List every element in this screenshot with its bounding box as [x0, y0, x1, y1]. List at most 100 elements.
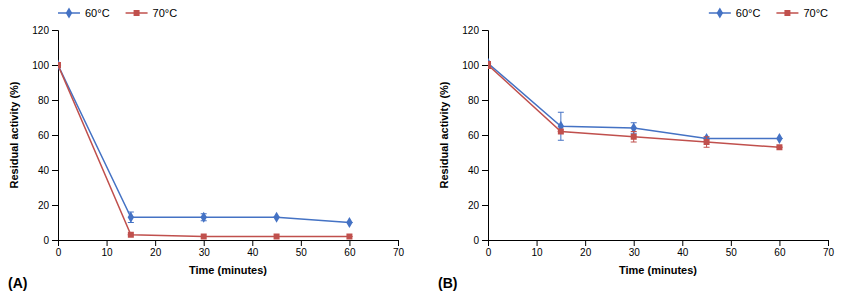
legend-item: 60°C	[709, 7, 761, 19]
axis-line	[482, 31, 489, 241]
panel: 010203040506070020406080100120Time (minu…	[438, 7, 834, 291]
legend: 60°C 70°C	[709, 7, 828, 19]
point	[631, 134, 637, 140]
tick: 0	[473, 235, 488, 246]
tick-mark	[779, 240, 780, 246]
tick: 0	[43, 235, 58, 246]
x-axis-title: Time (minutes)	[189, 264, 267, 276]
point	[274, 234, 280, 240]
tick-mark	[107, 240, 108, 246]
series-line	[58, 65, 349, 237]
tick-label: 120	[32, 25, 49, 36]
tick-mark	[482, 205, 488, 206]
tick-label: 60	[468, 130, 480, 141]
error-bar	[488, 62, 491, 69]
point	[558, 129, 564, 135]
legend-marker	[717, 7, 723, 18]
tick: 40	[247, 240, 259, 258]
point	[201, 234, 207, 240]
series-line	[488, 63, 779, 138]
x-axis: 010203040506070	[486, 240, 835, 258]
tick-label: 0	[473, 235, 479, 246]
tick: 40	[468, 165, 488, 176]
tick-label: 20	[38, 200, 50, 211]
tick-mark	[634, 240, 635, 246]
panel-label: (B)	[438, 275, 457, 291]
tick-mark	[52, 30, 58, 31]
tick: 70	[823, 240, 835, 258]
tick: 60	[38, 130, 58, 141]
tick-label: 120	[462, 25, 479, 36]
tick-label: 40	[468, 165, 480, 176]
legend: 60°C 70°C	[58, 7, 177, 19]
error-bar	[558, 112, 564, 140]
tick: 40	[38, 165, 58, 176]
y-axis: 0 20 40 60 80 100 120	[32, 25, 58, 246]
tick-mark	[398, 240, 399, 246]
point	[346, 217, 352, 228]
tick-label: 80	[38, 95, 50, 106]
series-line	[488, 65, 779, 147]
tick-label: 20	[150, 247, 162, 258]
tick: 60	[774, 240, 786, 258]
point	[273, 212, 279, 223]
tick: 80	[38, 95, 58, 106]
tick: 0	[56, 240, 62, 258]
tick-mark	[52, 205, 58, 206]
tick-mark	[252, 240, 253, 246]
tick-mark	[482, 30, 488, 31]
axis-line	[489, 241, 829, 247]
legend-marker	[66, 7, 72, 18]
tick: 20	[38, 200, 58, 211]
tick-label: 0	[486, 247, 492, 258]
point	[776, 133, 782, 144]
tick: 100	[32, 60, 58, 71]
point	[704, 139, 710, 145]
tick: 120	[462, 25, 488, 36]
tick-mark	[52, 240, 58, 241]
legend-label: 60°C	[85, 7, 110, 19]
series	[488, 58, 783, 144]
tick-mark	[155, 240, 156, 246]
legend-item: 70°C	[776, 7, 828, 19]
panel: 0 10 20 30 40 50 60 70 0 20 40 60 80 100 120 Time (minu…	[8, 7, 404, 291]
tick: 70	[393, 240, 405, 258]
tick-label: 30	[199, 247, 211, 258]
tick: 50	[726, 240, 738, 258]
tick-label: 70	[393, 247, 405, 258]
tick-label: 50	[296, 247, 308, 258]
error-bar	[631, 132, 637, 143]
tick-mark	[349, 240, 350, 246]
tick: 30	[199, 240, 211, 258]
point	[346, 234, 352, 240]
tick-label: 80	[468, 95, 480, 106]
tick-label: 40	[247, 247, 259, 258]
x-axis-title: Time (minutes)	[619, 264, 697, 276]
tick-label: 20	[468, 200, 480, 211]
series-line	[58, 65, 349, 223]
tick-label: 30	[629, 247, 641, 258]
y-axis-title: Residual activity (%)	[8, 81, 20, 188]
tick-label: 40	[38, 165, 50, 176]
legend-label: 70°C	[803, 7, 828, 19]
tick: 50	[296, 240, 308, 258]
tick-mark	[52, 135, 58, 136]
axis-line	[59, 241, 399, 247]
legend-item: 60°C	[58, 7, 110, 19]
tick: 40	[677, 240, 689, 258]
legend-label: 70°C	[153, 7, 178, 19]
tick: 80	[468, 95, 488, 106]
tick-label: 0	[43, 235, 49, 246]
tick-label: 10	[102, 247, 114, 258]
axis-line	[52, 31, 59, 241]
point	[128, 232, 134, 238]
tick-mark	[585, 240, 586, 246]
tick: 10	[532, 240, 544, 258]
error-bar	[128, 212, 134, 223]
tick-mark	[482, 100, 488, 101]
tick: 20	[468, 200, 488, 211]
series	[488, 62, 782, 151]
tick-label: 70	[823, 247, 835, 258]
tick-mark	[731, 240, 732, 246]
point	[488, 58, 491, 69]
